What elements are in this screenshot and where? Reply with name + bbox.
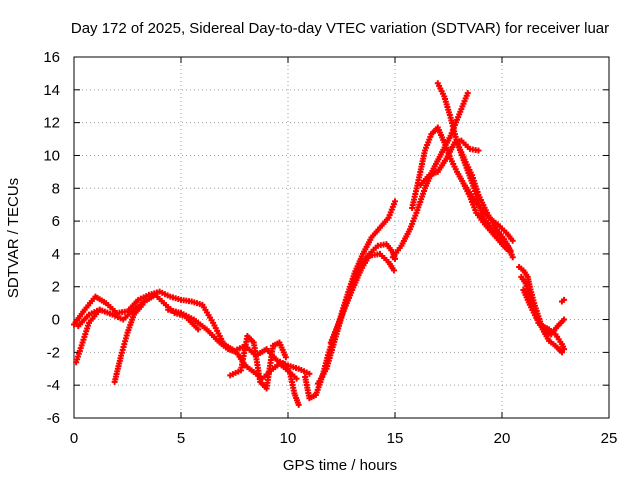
x-tick-label: 10: [280, 430, 297, 447]
plot-frame: [73, 56, 610, 419]
series-track-p: [456, 144, 514, 254]
series-layer: [71, 80, 568, 408]
y-tick-label: 8: [52, 180, 60, 197]
data-point: [306, 370, 313, 377]
y-tick-label: 2: [52, 279, 60, 296]
y-tick-label: -4: [47, 377, 60, 394]
series-track-q: [516, 264, 565, 356]
data-point: [464, 90, 471, 97]
data-point: [561, 296, 568, 303]
y-tick-label: 6: [52, 213, 60, 230]
y-tick-label: 10: [43, 147, 60, 164]
data-point: [392, 198, 398, 205]
data-point: [293, 375, 300, 382]
data-point: [509, 254, 516, 261]
series-track-a: [71, 288, 313, 377]
data-point: [475, 147, 482, 154]
chart-title: Day 172 of 2025, Sidereal Day-to-day VTE…: [71, 20, 609, 37]
y-tick-label: 16: [43, 49, 60, 66]
x-tick-label: 0: [70, 430, 78, 447]
x-tick-label: 15: [387, 430, 404, 447]
x-axis-label: GPS time / hours: [283, 457, 397, 474]
y-tick-label: 4: [52, 246, 60, 263]
data-point: [282, 354, 289, 361]
data-point: [561, 316, 568, 323]
data-point: [390, 267, 397, 274]
series-track-f: [227, 332, 289, 392]
y-tick-label: 12: [43, 115, 60, 132]
data-point: [139, 301, 146, 308]
series-track-g: [280, 360, 302, 408]
x-tick-label: 25: [601, 430, 618, 447]
x-tick-label: 5: [177, 430, 185, 447]
y-axis-label: SDTVAR / TECUs: [5, 178, 22, 298]
plot-area: [73, 56, 610, 419]
y-tick-label: -6: [47, 410, 60, 427]
data-point: [295, 401, 302, 408]
grid-lines: [74, 57, 609, 418]
series-track-c: [73, 306, 103, 366]
x-axis: 0 5 10 15 20 25: [70, 57, 618, 447]
series-track-s: [520, 287, 568, 353]
data-point: [507, 247, 514, 254]
y-tick-label: -2: [47, 344, 60, 361]
series-track-t: [558, 296, 568, 305]
data-point: [195, 326, 202, 333]
data-point: [509, 237, 516, 244]
y-tick-label: 14: [43, 82, 60, 99]
y-tick-label: 0: [52, 312, 60, 329]
series-track-j: [327, 250, 397, 346]
series-track-m: [417, 137, 482, 188]
series-track-d: [111, 301, 146, 385]
data-point: [561, 346, 568, 353]
data-point: [558, 349, 565, 356]
x-tick-label: 20: [494, 430, 511, 447]
y-axis: -6 -4 -2 0 2 4 6 8 10 12 14 16: [43, 49, 609, 427]
data-point: [96, 306, 103, 313]
